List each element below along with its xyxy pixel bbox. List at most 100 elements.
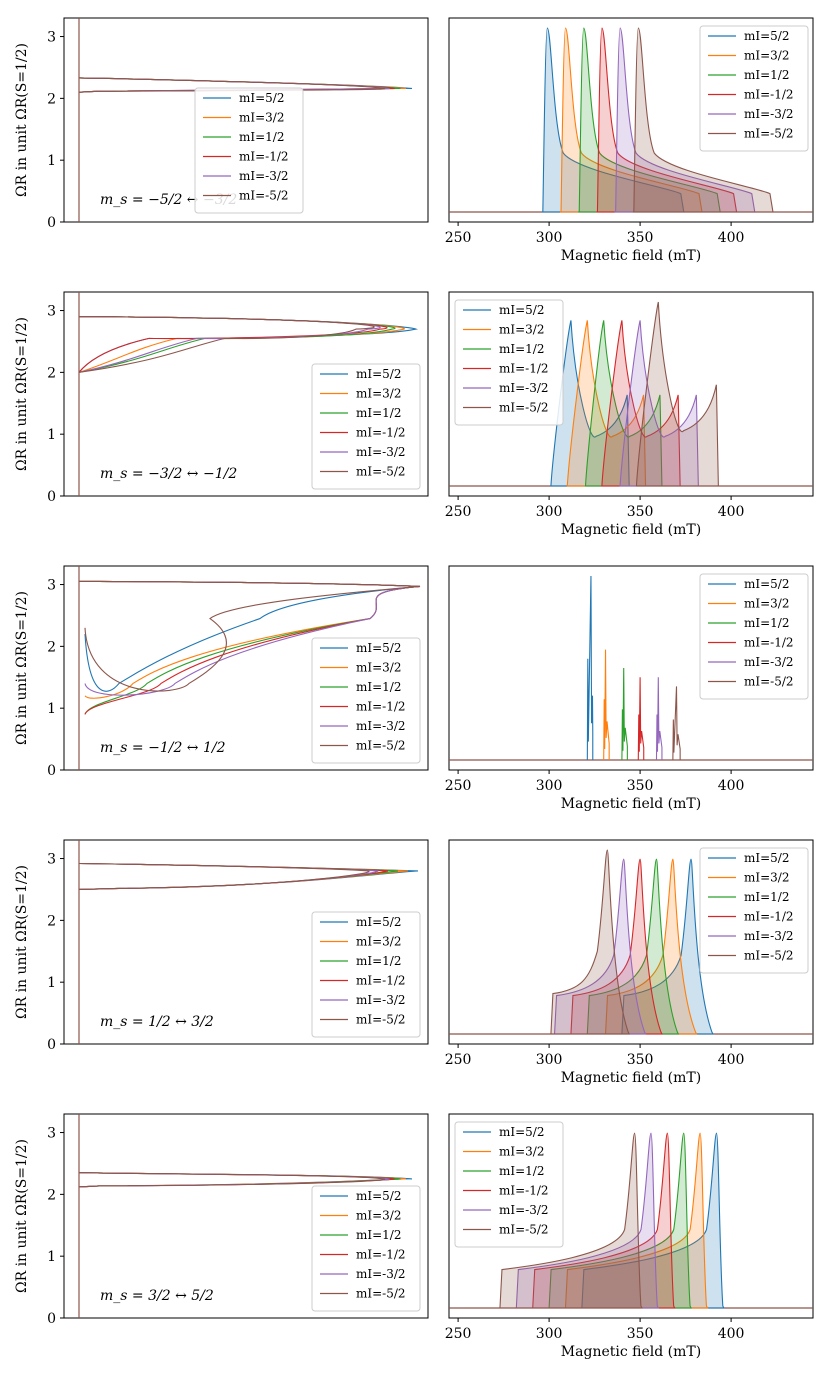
legend-entry: mI=1/2 (356, 406, 402, 420)
x-tick-label: 300 (536, 230, 563, 246)
transition-label: m_s = −3/2 ↔ −1/2 (100, 466, 237, 482)
x-tick-label: 250 (445, 230, 472, 246)
legend-entry: mI=-3/2 (239, 169, 289, 183)
legend-entry: mI=1/2 (356, 954, 402, 968)
y-tick-label: 0 (47, 1037, 56, 1053)
y-tick-label: 3 (47, 852, 56, 868)
legend-entry: mI=1/2 (499, 342, 545, 356)
legend-entry: mI=-5/2 (356, 1287, 406, 1301)
spectrum-mI=3/2 (560, 27, 703, 213)
legend-frame (311, 1185, 421, 1312)
spectrum-mI=5/2 (621, 858, 714, 1035)
legend-entry: mI=1/2 (356, 1228, 402, 1242)
spectrum-mI=3/2 (603, 649, 610, 761)
legend-entry: mI=5/2 (356, 367, 402, 381)
spectrum-mI=-3/2 (655, 677, 663, 761)
legend-entry: mI=-5/2 (356, 739, 406, 753)
y-tick-label: 0 (47, 489, 56, 505)
legend-entry: mI=3/2 (356, 1209, 402, 1223)
legend-entry: mI=-3/2 (356, 1267, 406, 1281)
legend: mI=5/2 mI=3/2 mI=1/2 mI=-1/2 mI=-3/2 mI=-5/2 (311, 1185, 421, 1312)
y-axis-label: ΩR in unit ΩR(S=1/2) (14, 43, 30, 197)
rabi-curve-mI=5/2 (78, 862, 419, 891)
left-plot-frame (63, 291, 429, 497)
legend-entry: mI=-1/2 (744, 910, 794, 924)
legend-entry: mI=-5/2 (499, 1223, 549, 1237)
legend-entry: mI=-1/2 (356, 426, 406, 440)
spectrum-mI=-1/2 (570, 858, 663, 1035)
x-tick-label: 400 (718, 1052, 745, 1068)
x-axis-label: Magnetic field (mT) (561, 522, 701, 538)
legend: mI=5/2 mI=3/2 mI=1/2 mI=-1/2 mI=-3/2 mI=-5/2 (699, 847, 809, 974)
y-tick-label: 1 (47, 701, 56, 717)
rabi-curve-mI=-5/2 (78, 862, 370, 891)
y-tick-label: 3 (47, 578, 56, 594)
x-axis-label: Magnetic field (mT) (561, 1344, 701, 1360)
y-tick-label: 0 (47, 215, 56, 231)
y-tick-label: 2 (47, 1187, 56, 1203)
legend-entry: mI=-1/2 (499, 362, 549, 376)
legend-entry: mI=-1/2 (744, 88, 794, 102)
legend: mI=5/2 mI=3/2 mI=1/2 mI=-1/2 mI=-3/2 mI=-5/2 (454, 299, 564, 426)
legend: mI=5/2 mI=3/2 mI=1/2 mI=-1/2 mI=-3/2 mI=-5/2 (699, 25, 809, 152)
spectrum-mI=5/2 (586, 575, 594, 761)
legend-entry: mI=-5/2 (356, 465, 406, 479)
y-tick-label: 2 (47, 639, 56, 655)
x-tick-label: 400 (718, 1326, 745, 1342)
y-axis-label-text: ΩR in unit ΩR(S=1/2) (14, 591, 30, 745)
right-plot-frame (448, 1113, 814, 1319)
y-axis-label-text: ΩR in unit ΩR(S=1/2) (14, 1139, 30, 1293)
spectrum-mI=-5/2 (550, 849, 631, 1035)
legend-frame (454, 1121, 564, 1248)
legend: mI=5/2 mI=3/2 mI=1/2 mI=-1/2 mI=-3/2 mI=-5/2 (311, 637, 421, 764)
left-plot-frame (63, 839, 429, 1045)
spectrum-mI=1/2 (584, 320, 663, 487)
legend-entry: mI=-1/2 (239, 150, 289, 164)
legend-entry: mI=1/2 (744, 68, 790, 82)
legend-entry: mI=-1/2 (499, 1184, 549, 1198)
spectrum-mI=1/2 (621, 667, 628, 761)
right-plot-frame (448, 565, 814, 771)
y-axis-label: ΩR in unit ΩR(S=1/2) (14, 865, 30, 1019)
spectrum-mI=5/2 (541, 27, 685, 213)
legend-entry: mI=-1/2 (356, 1248, 406, 1262)
spectrum-mI=-5/2 (635, 301, 719, 487)
legend-entry: mI=3/2 (239, 111, 285, 125)
y-tick-label: 1 (47, 1249, 56, 1265)
rabi-curve-mI=-5/2 (78, 316, 375, 373)
legend-entry: mI=5/2 (356, 915, 402, 929)
y-axis-label-text: ΩR in unit ΩR(S=1/2) (14, 317, 30, 471)
spectrum-mI=1/2 (586, 858, 680, 1035)
x-tick-label: 250 (445, 504, 472, 520)
legend-entry: mI=1/2 (744, 616, 790, 630)
legend-entry: mI=3/2 (744, 49, 790, 63)
legend-entry: mI=5/2 (499, 1125, 545, 1139)
legend-entry: mI=-1/2 (356, 974, 406, 988)
legend: mI=5/2 mI=3/2 mI=1/2 mI=-1/2 mI=-3/2 mI=-5/2 (454, 1121, 564, 1248)
y-axis-label: ΩR in unit ΩR(S=1/2) (14, 591, 30, 745)
y-tick-label: 2 (47, 91, 56, 107)
legend-entry: mI=1/2 (356, 680, 402, 694)
legend-entry: mI=3/2 (499, 1145, 545, 1159)
x-tick-label: 350 (627, 504, 654, 520)
rabi-curve-mI=-5/2 (78, 1172, 386, 1188)
y-tick-label: 2 (47, 365, 56, 381)
legend-entry: mI=3/2 (356, 661, 402, 675)
legend-entry: mI=-1/2 (744, 636, 794, 650)
legend-frame (699, 573, 809, 700)
spectrum-mI=-3/2 (515, 1132, 660, 1309)
y-axis-label: ΩR in unit ΩR(S=1/2) (14, 1139, 30, 1293)
legend-entry: mI=-5/2 (744, 949, 794, 963)
legend-entry: mI=1/2 (499, 1164, 545, 1178)
legend-entry: mI=3/2 (499, 323, 545, 337)
spectrum-mI=-3/2 (553, 858, 647, 1035)
y-tick-label: 0 (47, 1311, 56, 1327)
legend-frame (699, 847, 809, 974)
legend-entry: mI=-3/2 (744, 929, 794, 943)
legend-entry: mI=5/2 (744, 851, 790, 865)
y-tick-label: 1 (47, 975, 56, 991)
legend: mI=5/2 mI=3/2 mI=1/2 mI=-1/2 mI=-3/2 mI=-5/2 (194, 87, 304, 214)
spectrum-mI=-5/2 (672, 686, 681, 761)
x-tick-label: 350 (627, 1326, 654, 1342)
